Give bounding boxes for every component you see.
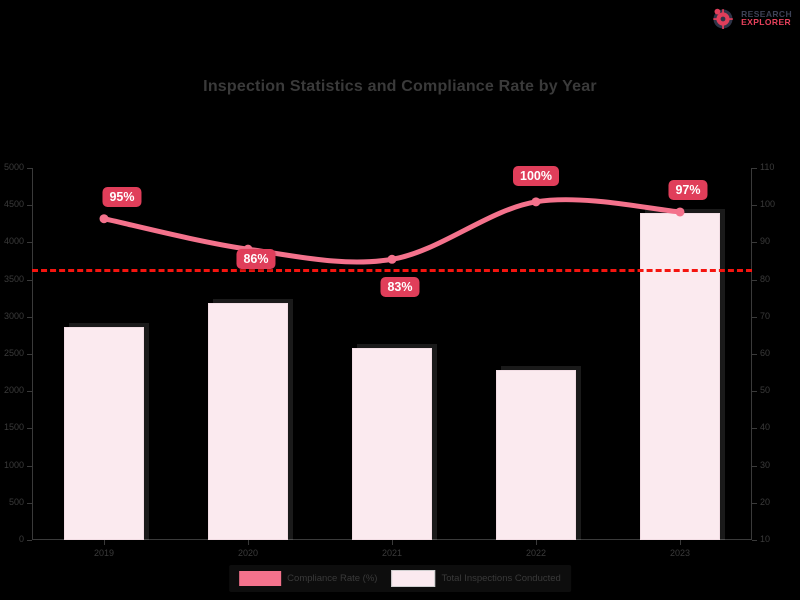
line-path xyxy=(101,197,683,265)
y-axis-right-tick xyxy=(752,391,757,393)
y-axis-right-tick xyxy=(752,242,757,244)
line-marker[interactable] xyxy=(531,197,541,207)
y-axis-right-tick xyxy=(752,205,757,207)
line-marker[interactable] xyxy=(387,254,397,264)
y-axis-right-tick xyxy=(752,540,757,541)
y-axis-left-tick xyxy=(27,502,32,504)
y-axis-right-tick xyxy=(752,428,757,430)
y-axis-right-tick-label: 40 xyxy=(760,422,771,433)
line-series xyxy=(99,197,685,265)
y-axis-right-tick xyxy=(752,502,757,504)
y-axis-right-tick-label: 80 xyxy=(760,273,771,284)
bar[interactable] xyxy=(639,212,721,540)
legend-item-line[interactable]: Compliance Rate (%) xyxy=(239,571,377,586)
y-axis-right-tick xyxy=(752,279,757,281)
y-axis-left-tick-label: 0 xyxy=(18,534,24,544)
x-axis-tick xyxy=(680,540,681,545)
y-axis-left-tick-label: 3000 xyxy=(3,310,24,321)
line-marker[interactable] xyxy=(675,207,685,217)
bar[interactable] xyxy=(207,303,289,540)
y-axis-right-tick xyxy=(752,354,757,355)
logo-line-1: RESEARCH xyxy=(741,8,792,19)
y-axis-left-tick-label: 4000 xyxy=(3,236,24,247)
data-label: 97% xyxy=(668,179,708,200)
legend-swatch-line xyxy=(239,571,282,586)
data-label: 86% xyxy=(236,249,276,270)
x-axis-tick-label: 2021 xyxy=(381,548,403,558)
y-axis-left-tick-label: 5000 xyxy=(3,162,24,172)
y-axis-left-tick-label: 4500 xyxy=(3,199,24,210)
y-axis-right-tick-label: 20 xyxy=(760,496,771,507)
line-marker[interactable] xyxy=(99,214,109,224)
y-axis-left-tick xyxy=(27,316,32,318)
logo-line-2: EXPLORER xyxy=(741,17,792,27)
y-axis-right-tick-label: 10 xyxy=(760,534,771,544)
logo-wordmark: RESEARCH EXPLORER xyxy=(741,8,792,27)
x-axis-tick-label: 2023 xyxy=(669,548,691,558)
y-axis-left-tick-label: 1000 xyxy=(3,459,24,470)
plot-area: 5000 4500 4000 3500 3000 2500 2000 1500 1000 500 0… xyxy=(4,162,775,558)
x-axis-tick-label: 2019 xyxy=(93,548,115,558)
data-label: 100% xyxy=(513,165,559,186)
y-axis-right-tick-label: 110 xyxy=(760,162,775,172)
y-axis-right-tick xyxy=(752,168,757,169)
data-label: 83% xyxy=(380,277,420,298)
chart-legend: Compliance Rate (%) Total Inspections Co… xyxy=(229,565,571,592)
y-axis-left-tick xyxy=(27,354,32,355)
circle-burst-icon xyxy=(710,5,736,31)
legend-item-bar[interactable]: Total Inspections Conducted xyxy=(391,570,561,587)
legend-label-bar: Total Inspections Conducted xyxy=(441,573,561,584)
y-axis-left-tick xyxy=(27,168,32,169)
x-axis-tick-label: 2020 xyxy=(237,548,259,558)
legend-swatch-bar xyxy=(391,570,436,587)
x-axis-tick xyxy=(248,540,249,545)
y-axis-right-tick-label: 50 xyxy=(760,385,771,396)
y-axis-left-tick-label: 1500 xyxy=(3,422,24,433)
y-axis-right-tick xyxy=(752,465,757,467)
y-axis-right-tick-label: 30 xyxy=(760,459,771,470)
data-label: 95% xyxy=(102,186,142,207)
legend-label-line: Compliance Rate (%) xyxy=(287,573,378,584)
y-axis-left-tick xyxy=(27,540,32,541)
y-axis-left-tick xyxy=(27,205,32,207)
brand-logo: RESEARCH EXPLORER xyxy=(710,5,792,31)
x-axis-tick-label: 2022 xyxy=(525,548,547,558)
x-axis-tick xyxy=(104,540,105,545)
y-axis-left-tick-label: 500 xyxy=(8,496,24,507)
y-axis-left-tick xyxy=(27,242,32,244)
y-axis-right-line xyxy=(751,168,752,540)
y-axis-left-tick xyxy=(27,279,32,281)
y-axis-left-tick-label: 2000 xyxy=(3,385,24,396)
reference-line xyxy=(32,269,752,273)
y-axis-right-tick xyxy=(752,316,757,318)
y-axis-left-tick-label: 2500 xyxy=(3,348,24,358)
y-axis-right-tick-label: 100 xyxy=(760,199,776,210)
y-axis-left-tick xyxy=(27,428,32,430)
y-axis-right-tick-label: 90 xyxy=(760,236,771,247)
y-axis-left-tick xyxy=(27,391,32,393)
y-axis-right-tick-label: 60 xyxy=(760,348,771,358)
chart-title: Inspection Statistics and Compliance Rat… xyxy=(203,78,597,95)
x-axis-tick xyxy=(392,540,393,545)
bar[interactable] xyxy=(63,327,145,540)
y-axis-right-tick-label: 70 xyxy=(760,310,771,321)
y-axis-left-tick-label: 3500 xyxy=(3,273,24,284)
bar[interactable] xyxy=(495,370,577,540)
y-axis-left-tick xyxy=(27,465,32,467)
y-axis-left-line xyxy=(32,168,33,540)
x-axis-tick xyxy=(536,540,537,545)
bar[interactable] xyxy=(351,348,433,540)
